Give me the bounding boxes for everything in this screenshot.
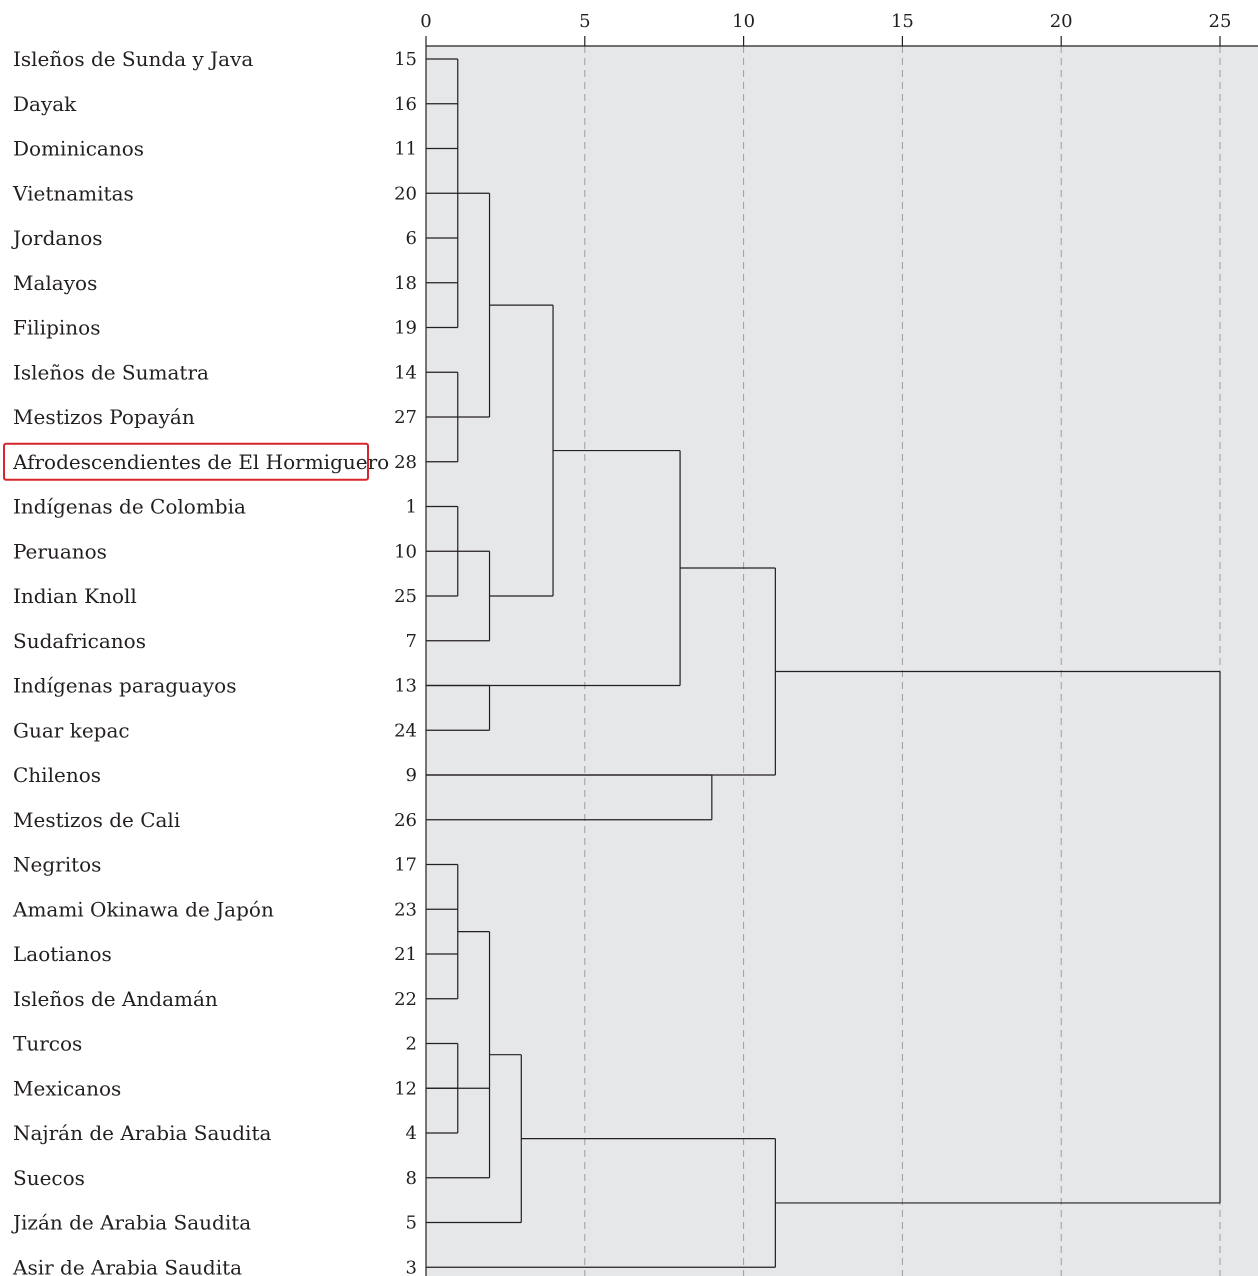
plot-background	[426, 46, 1258, 1276]
leaf-label: Mestizos Popayán	[13, 405, 195, 429]
leaf-number: 3	[406, 1257, 417, 1276]
x-tick-label: 5	[579, 11, 590, 32]
leaf-number: 1	[406, 497, 417, 518]
leaf-label: Amami Okinawa de Japón	[12, 897, 274, 921]
leaf-label: Peruanos	[13, 539, 107, 563]
leaf-label: Turcos	[13, 1032, 82, 1056]
leaf-number: 12	[394, 1078, 417, 1099]
leaf-number: 10	[394, 541, 417, 562]
leaf-label: Guar kepac	[13, 718, 130, 742]
x-tick-label: 25	[1209, 11, 1232, 32]
leaf-label: Negritos	[13, 853, 101, 877]
leaf-label: Dayak	[13, 92, 77, 116]
leaf-number: 11	[394, 139, 417, 160]
leaf-label: Dominicanos	[13, 137, 144, 161]
leaf-label: Mestizos de Cali	[13, 808, 180, 832]
leaf-number: 28	[394, 452, 417, 473]
leaf-number: 4	[406, 1123, 417, 1144]
highlight-box	[3, 442, 369, 481]
leaf-label: Isleños de Andamán	[13, 987, 218, 1011]
leaf-number: 18	[394, 273, 417, 294]
x-tick-label: 20	[1050, 11, 1073, 32]
leaf-number: 9	[406, 765, 417, 786]
leaf-number: 20	[394, 183, 417, 204]
leaf-label: Indígenas paraguayos	[13, 674, 236, 698]
x-tick-label: 10	[732, 11, 755, 32]
leaf-number: 14	[394, 362, 417, 383]
leaf-number: 26	[394, 810, 417, 831]
leaf-label: Malayos	[13, 271, 97, 295]
leaf-label: Isleños de Sumatra	[13, 360, 209, 384]
leaf-number: 5	[406, 1213, 417, 1234]
leaf-label: Indígenas de Colombia	[13, 495, 246, 519]
leaf-label: Asir de Arabia Saudita	[12, 1255, 242, 1276]
leaf-number: 7	[406, 631, 417, 652]
x-axis: 0 5 10 15 20 25	[420, 11, 1258, 1276]
leaf-number: 23	[394, 899, 417, 920]
leaf-label: Filipinos	[13, 316, 100, 340]
leaf-number: 19	[394, 318, 417, 339]
x-tick-label: 0	[420, 11, 431, 32]
leaf-number: 15	[394, 49, 417, 70]
leaf-number: 17	[394, 855, 417, 876]
leaf-labels: Isleños de Sunda y Java Dayak Dominicanos V…	[11, 47, 389, 1276]
leaf-label: Jordanos	[11, 226, 103, 250]
leaf-number: 25	[394, 586, 417, 607]
grid-lines	[584, 46, 1221, 1276]
leaf-numbers: 1516112061819142728110257132492617232122…	[394, 49, 417, 1276]
leaf-label: Isleños de Sunda y Java	[13, 47, 253, 71]
leaf-number: 6	[406, 228, 417, 249]
leaf-number: 22	[394, 989, 417, 1010]
leaf-number: 2	[406, 1034, 417, 1055]
leaf-label: Sudafricanos	[13, 629, 146, 653]
leaf-label: Mexicanos	[13, 1076, 121, 1100]
leaf-label: Jizán de Arabia Saudita	[11, 1211, 251, 1235]
leaf-number: 21	[394, 944, 417, 965]
leaf-label: Suecos	[13, 1166, 85, 1190]
dendrogram-links	[426, 58, 1221, 1268]
leaf-number: 8	[406, 1168, 417, 1189]
leaf-label: Afrodescendientes de El Hormiguero	[12, 450, 389, 474]
x-tick-label: 15	[891, 11, 914, 32]
leaf-number: 24	[394, 720, 417, 741]
leaf-label: Indian Knoll	[13, 584, 137, 608]
leaf-label: Chilenos	[13, 763, 101, 787]
leaf-number: 13	[394, 676, 417, 697]
leaf-label: Najrán de Arabia Saudita	[13, 1121, 271, 1145]
leaf-number: 27	[394, 407, 417, 428]
leaf-label: Vietnamitas	[12, 181, 134, 205]
leaf-number: 16	[394, 94, 417, 115]
leaf-label: Laotianos	[13, 942, 112, 966]
